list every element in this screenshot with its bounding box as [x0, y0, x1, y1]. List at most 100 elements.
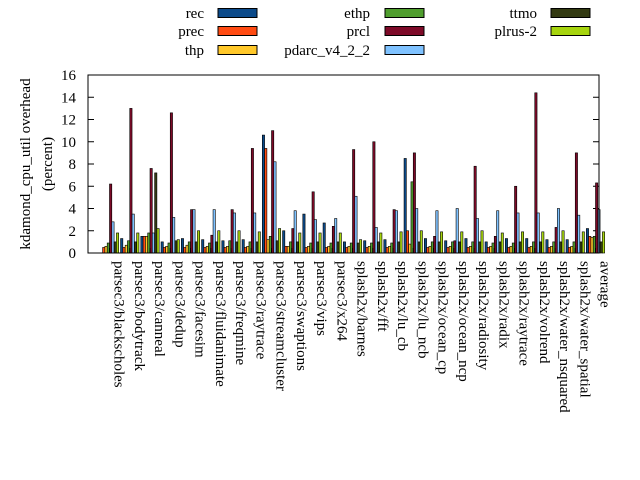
bar-pdarc_v4_2_2-7: [253, 212, 257, 254]
legend-label-ttmo: ttmo: [509, 6, 537, 22]
bar-ttmo-23: [579, 241, 583, 254]
bar-thp-10: [307, 246, 310, 254]
bar-prec-9: [284, 246, 288, 254]
bar-rec-8: [261, 134, 265, 254]
legend-swatch-prec: [217, 26, 258, 36]
bar-plrus-2-18: [480, 230, 484, 254]
bar-prec-1: [122, 247, 126, 254]
bar-rec-13: [363, 240, 367, 254]
bar-ttmo-21: [539, 241, 542, 254]
bar-rec-16: [423, 238, 427, 254]
bar-thp-21: [529, 246, 533, 254]
bar-prec-24: [588, 236, 592, 254]
bar-pdarc_v4_2_2-17: [455, 208, 459, 254]
bar-prec-19: [487, 247, 490, 254]
bars: [102, 92, 606, 254]
y-tick-label: 4: [69, 202, 77, 218]
x-tick-label: splash2x/volrend: [536, 261, 552, 364]
legend-swatch-rec: [217, 8, 258, 18]
x-tick-label: splash2x/barnes: [354, 261, 370, 357]
bar-pdarc_v4_2_2-20: [516, 212, 520, 254]
x-tick-label: splash2x/ocean_ncp: [455, 261, 471, 382]
bar-rec-17: [444, 240, 448, 254]
plot-frame: [87, 74, 600, 254]
bar-prcl-14: [392, 209, 396, 254]
bar-thp-12: [347, 246, 351, 254]
bar-ttmo-22: [559, 241, 563, 254]
bar-pdarc_v4_2_2-12: [354, 195, 358, 254]
x-tick-label: splash2x/raytrace: [516, 261, 532, 366]
y-axis-label-line: (percent): [40, 137, 56, 191]
bar-prec-20: [507, 247, 511, 254]
bar-ttmo-11: [336, 241, 340, 254]
legend-swatch-ethp: [384, 8, 425, 18]
bar-ttmo-10: [316, 241, 320, 254]
x-tick-label: parsec3/streamcluster: [273, 261, 289, 391]
bar-prcl-7: [250, 148, 254, 254]
x-tick-label: parsec3/freqmine: [232, 261, 248, 365]
bar-prec-0: [102, 247, 106, 254]
bar-prec-16: [426, 247, 430, 254]
bar-prcl-1: [129, 108, 133, 254]
bar-prec-12: [345, 247, 349, 254]
bar-prcl-21: [534, 92, 538, 254]
bar-prcl-3: [169, 112, 173, 254]
bar-pdarc_v4_2_2-3: [172, 217, 176, 254]
bar-pdarc_v4_2_2-19: [496, 210, 500, 254]
bar-thp-15: [408, 243, 412, 254]
x-tick-label: splash2x/radix: [495, 261, 511, 349]
x-tick-label: parsec3/fluidanimate: [212, 261, 228, 387]
legend-swatch-ttmo: [550, 8, 591, 18]
bar-pdarc_v4_2_2-21: [536, 212, 540, 254]
bar-plrus-2-3: [176, 239, 180, 254]
x-tick-label: splash2x/lu_ncb: [414, 261, 430, 359]
x-tick-label: average: [597, 261, 613, 308]
legend-swatch-thp: [217, 45, 258, 55]
bar-rec-9: [282, 230, 286, 254]
bar-plrus-2-14: [399, 231, 403, 254]
bar-thp-4: [185, 244, 189, 254]
legend-label-prec: prec: [178, 24, 204, 40]
bar-plrus-2-6: [237, 230, 241, 254]
bar-prec-15: [406, 230, 409, 254]
legend-swatch-prcl: [384, 26, 425, 36]
bar-prec-5: [203, 247, 207, 254]
bar-prcl-15: [412, 152, 416, 254]
bar-pdarc_v4_2_2-22: [556, 208, 560, 254]
bar-prcl-18: [473, 165, 477, 254]
bar-plrus-2-12: [359, 239, 362, 254]
bar-thp-0: [104, 246, 108, 254]
bar-ttmo-13: [377, 241, 380, 254]
legend-label-pdarc_v4_2_2: pdarc_v4_2_2: [284, 43, 370, 59]
bar-ttmo-4: [194, 241, 198, 254]
bar-pdarc_v4_2_2-14: [394, 210, 398, 254]
bar-rec-4: [181, 238, 184, 254]
y-tick-label: 14: [61, 90, 77, 106]
bar-plrus-2-2: [156, 228, 160, 254]
bar-ttmo-15: [417, 241, 421, 254]
bar-ttmo-2: [154, 172, 158, 254]
x-tick-label: parsec3/canneal: [151, 261, 167, 357]
bar-pdarc_v4_2_2-18: [475, 218, 479, 254]
bar-ttmo-9: [296, 241, 299, 254]
bar-thp-5: [205, 246, 209, 254]
bar-plrus-2-23: [581, 231, 585, 254]
bar-ttmo-0: [113, 241, 117, 254]
legend-label-ethp: ethp: [344, 6, 370, 22]
bar-thp-16: [428, 246, 432, 254]
bar-pdarc_v4_2_2-10: [313, 219, 317, 254]
bar-ttmo-12: [356, 242, 360, 254]
bar-plrus-2-22: [561, 230, 565, 254]
bar-prcl-0: [109, 183, 113, 254]
bar-plrus-2-10: [318, 232, 322, 254]
bar-plrus-2-0: [116, 232, 120, 254]
bar-rec-18: [464, 238, 468, 254]
bar-plrus-2-20: [521, 231, 525, 254]
bar-prec-2: [142, 236, 146, 254]
bar-plrus-2-5: [217, 230, 221, 254]
bar-prcl-12: [352, 149, 356, 254]
bar-thp-23: [570, 246, 574, 254]
bar-rec-10: [302, 213, 306, 254]
bar-rec-14: [383, 239, 387, 254]
bar-plrus-2-4: [197, 230, 200, 254]
